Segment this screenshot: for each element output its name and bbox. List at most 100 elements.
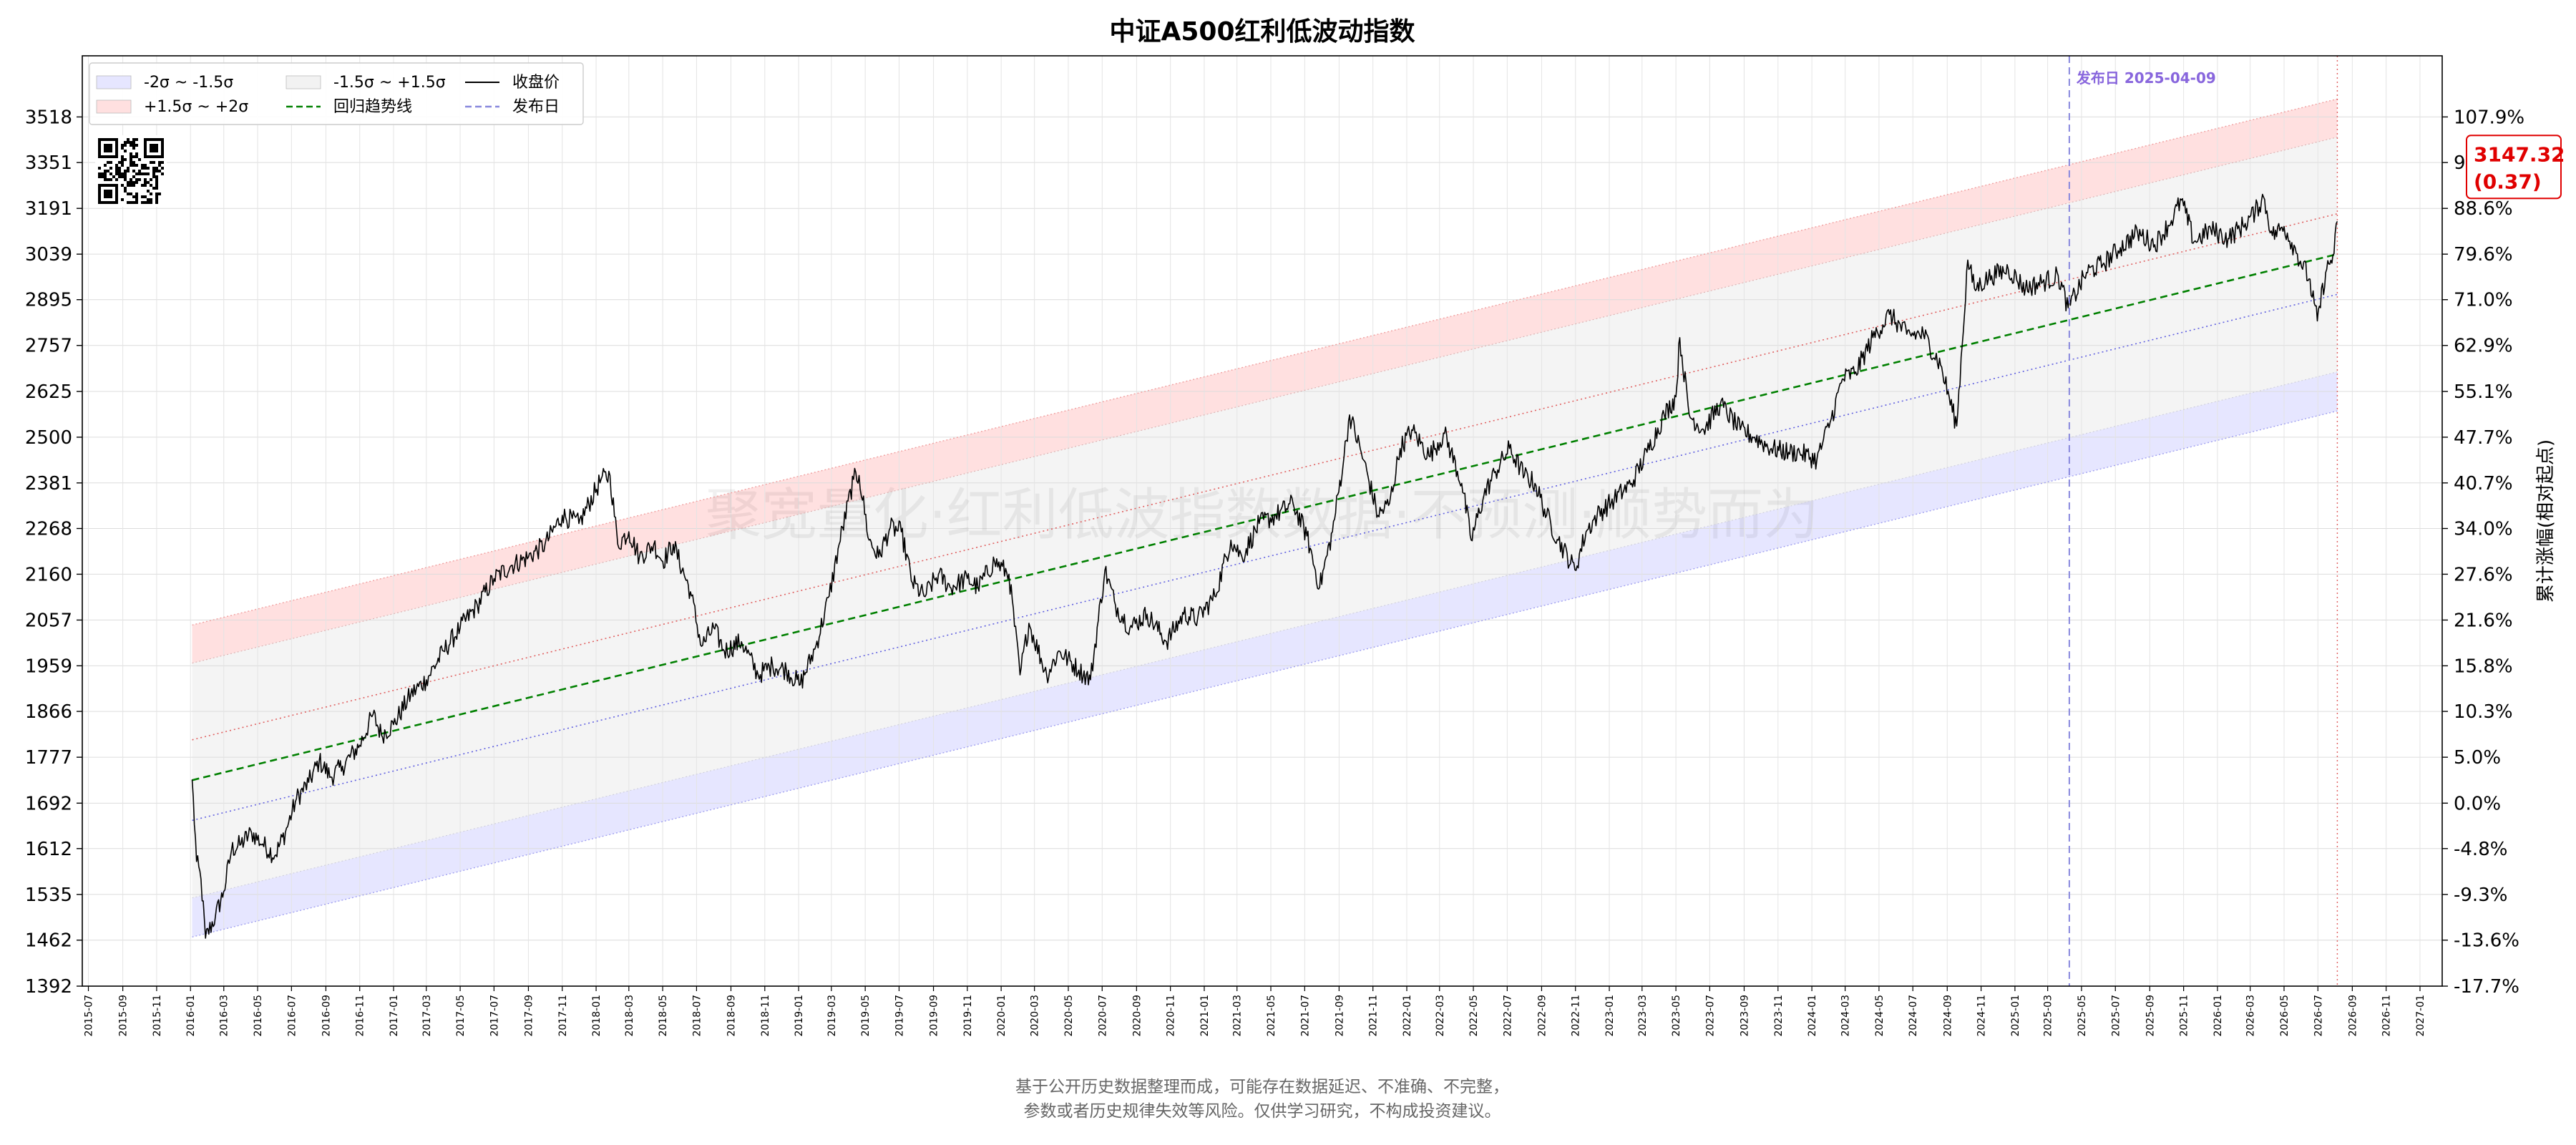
qr-module: [147, 172, 150, 175]
plot-frame: [82, 55, 2443, 987]
y-tick-label-right: 27.6%: [2454, 564, 2513, 585]
legend-swatch-band: [286, 75, 321, 89]
qr-module: [130, 193, 132, 195]
x-tick-label: 2025-03: [2043, 995, 2054, 1037]
qr-module: [104, 175, 107, 178]
qr-module: [132, 161, 135, 164]
qr-module: [132, 147, 135, 150]
qr-module: [124, 190, 127, 193]
qr-module: [130, 155, 132, 158]
qr-module: [147, 198, 150, 201]
qr-module: [130, 144, 132, 147]
qr-module: [127, 201, 130, 204]
qr-module: [141, 172, 144, 175]
qr-module: [130, 184, 132, 187]
qr-module: [158, 193, 161, 195]
qr-module: [150, 184, 152, 187]
qr-module: [144, 164, 147, 167]
x-tick-label: 2021-05: [1266, 995, 1277, 1037]
x-tick-label: 2023-07: [1704, 995, 1716, 1037]
qr-module: [127, 170, 130, 172]
qr-module: [121, 172, 124, 175]
x-tick-label: 2021-11: [1368, 995, 1380, 1037]
y-tick-label-right: -17.7%: [2454, 976, 2519, 998]
qr-module: [150, 178, 152, 181]
qr-module: [135, 144, 138, 147]
qr-module: [155, 198, 158, 201]
y-tick-label-left: 3039: [25, 244, 72, 265]
qr-module: [141, 195, 144, 198]
qr-module: [150, 198, 152, 201]
legend-label: 发布日: [512, 98, 560, 116]
qr-module: [121, 164, 124, 167]
x-tick-label: 2016-05: [253, 995, 264, 1037]
qr-module: [138, 178, 141, 181]
y-tick-label-right: 62.9%: [2454, 336, 2513, 357]
y-tick-label-left: 2160: [25, 564, 72, 585]
qr-finder-core: [104, 144, 112, 152]
y-tick-label-right: -9.3%: [2454, 885, 2507, 906]
qr-module: [132, 138, 135, 141]
qr-module: [138, 158, 141, 161]
qr-module: [158, 164, 161, 167]
qr-module: [155, 187, 158, 190]
x-tick-label: 2018-05: [658, 995, 669, 1037]
regression-trend-line: [192, 253, 2338, 781]
x-tick-label: 2016-01: [185, 995, 197, 1037]
close-series: [191, 193, 2338, 939]
qr-module: [135, 172, 138, 175]
y-tick-label-left: 2057: [25, 610, 72, 631]
qr-code-icon: [95, 135, 167, 207]
qr-module: [115, 178, 118, 181]
last-close-zscore: (0.37): [2474, 170, 2542, 193]
qr-module: [161, 172, 164, 175]
qr-module: [135, 152, 138, 155]
qr-module: [115, 164, 118, 167]
qr-module: [152, 170, 155, 172]
y-tick-label-right: -13.6%: [2454, 930, 2519, 952]
y-tick-label-left: 2268: [25, 519, 72, 540]
qr-module: [112, 175, 115, 178]
qr-module: [158, 170, 161, 172]
legend-label: -2σ ~ -1.5σ: [144, 74, 233, 92]
y-tick-label-left: 1462: [25, 930, 72, 952]
x-tick-label: 2019-07: [894, 995, 905, 1037]
qr-module: [104, 170, 107, 172]
y-tick-label-left: 1692: [25, 793, 72, 814]
x-tick-label: 2019-01: [794, 995, 805, 1037]
y-tick-label-left: 2625: [25, 381, 72, 403]
qr-module: [104, 172, 107, 175]
x-tick-label: 2025-09: [2145, 995, 2156, 1037]
y-tick-label-left: 2500: [25, 427, 72, 449]
x-tick-label: 2015-09: [118, 995, 130, 1037]
x-tick-label: 2018-03: [624, 995, 635, 1037]
x-tick-label: 2021-09: [1334, 995, 1345, 1037]
qr-module: [132, 195, 135, 198]
qr-module: [127, 184, 130, 187]
x-tick-label: 2019-11: [962, 995, 974, 1037]
qr-module: [147, 201, 150, 204]
x-tick-label: 2026-03: [2245, 995, 2257, 1037]
qr-module: [144, 167, 147, 170]
qr-module: [130, 161, 132, 164]
x-tick-label: 2021-07: [1299, 995, 1311, 1037]
close-price-line: [191, 193, 2338, 939]
x-tick-label: 2017-09: [523, 995, 535, 1037]
qr-module: [152, 161, 155, 164]
qr-module: [127, 138, 130, 141]
qr-module: [144, 178, 147, 181]
qr-module: [155, 184, 158, 187]
sigma-line-minus0_5: [192, 293, 2338, 822]
qr-module: [141, 201, 144, 204]
x-tick-label: 2024-01: [1807, 995, 1818, 1037]
x-tick-label: 2026-01: [2212, 995, 2224, 1037]
x-tick-label: 2025-11: [2179, 995, 2190, 1037]
grid-lines: [82, 56, 2442, 987]
qr-module: [130, 181, 132, 184]
legend: -2σ ~ -1.5σ +1.5σ ~ +2σ -1.5σ ~ +1.5σ 回归趋势线…: [89, 62, 584, 125]
x-tick-label: 2015-11: [152, 995, 163, 1037]
qr-module: [130, 178, 132, 181]
qr-module: [121, 144, 124, 147]
qr-module: [118, 167, 121, 170]
x-tick-label: 2016-11: [355, 995, 366, 1037]
